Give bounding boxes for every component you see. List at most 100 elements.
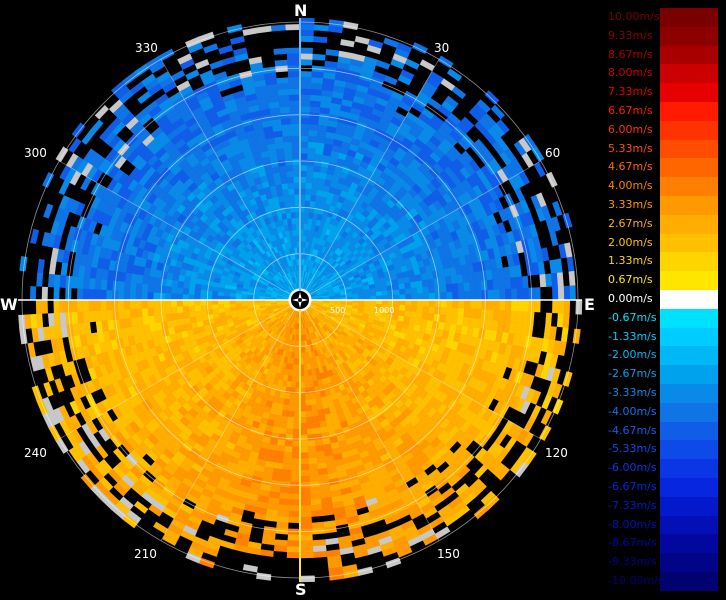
velocity-cell [304, 399, 312, 406]
velocity-cell [521, 311, 530, 325]
velocity-cell [306, 422, 314, 430]
velocity-cell [364, 292, 371, 297]
velocity-cell [281, 463, 292, 471]
velocity-cell [153, 307, 161, 316]
velocity-cell [164, 306, 172, 315]
velocity-cell [147, 299, 154, 309]
velocity-cell [305, 176, 314, 184]
velocity-cell [147, 291, 154, 301]
velocity-cell [305, 410, 313, 418]
velocity-cell [211, 290, 219, 296]
velocity-cell [299, 105, 311, 113]
velocity-cell [281, 129, 292, 137]
velocity-cell [288, 76, 301, 84]
velocity-cell [308, 117, 320, 125]
velocity-cell [299, 135, 309, 142]
velocity-cell [70, 275, 79, 289]
velocity-cell [275, 521, 289, 530]
velocity-cell [428, 306, 436, 315]
velocity-cell [445, 307, 453, 317]
velocity-cell [415, 280, 423, 288]
velocity-cell [200, 304, 207, 311]
velocity-cell [309, 392, 316, 400]
velocity-cell [274, 59, 288, 67]
velocity-cell [393, 294, 401, 301]
velocity-cell [281, 182, 289, 190]
velocity-cell [299, 505, 312, 512]
velocity-cell [135, 282, 143, 292]
velocity-cell [411, 299, 418, 307]
velocity-cell [510, 288, 518, 301]
velocity-cell [276, 515, 289, 524]
velocity-cell [299, 434, 308, 442]
velocity-cell [223, 303, 231, 309]
velocity-cell [277, 82, 290, 90]
velocity-cell [533, 274, 541, 288]
velocity-cell [434, 285, 442, 294]
velocity-cell [285, 212, 292, 220]
velocity-cell [428, 285, 436, 294]
velocity-cell [292, 428, 301, 436]
velocity-cell [277, 433, 287, 441]
velocity-cell [292, 422, 301, 430]
velocity-cell [158, 306, 166, 315]
velocity-cell [452, 299, 459, 309]
velocity-cell [286, 170, 294, 178]
velocity-cell [313, 427, 322, 435]
velocity-cell [292, 170, 301, 178]
velocity-cell [410, 281, 418, 289]
velocity-cell [278, 94, 290, 102]
velocity-cell [286, 217, 293, 225]
velocity-cell [288, 94, 301, 101]
velocity-cell [299, 493, 311, 501]
velocity-cell [141, 307, 149, 317]
velocity-cell [299, 53, 314, 60]
velocity-cell [313, 165, 322, 173]
velocity-cell [100, 278, 108, 291]
velocity-cell [309, 106, 321, 114]
velocity-cell [375, 286, 383, 293]
velocity-cell [164, 299, 172, 308]
velocity-cell [310, 398, 317, 406]
velocity-cell [82, 277, 90, 290]
velocity-cell [299, 516, 312, 524]
velocity-cell [279, 171, 288, 179]
velocity-cell [94, 278, 102, 290]
velocity-cell [288, 82, 301, 90]
velocity-cell [299, 446, 309, 454]
velocity-cell [170, 292, 178, 301]
velocity-cell [283, 147, 293, 155]
velocity-cell [277, 88, 290, 96]
velocity-cell [445, 283, 453, 293]
velocity-cell [434, 306, 442, 315]
velocity-cell [303, 369, 309, 377]
velocity-cell [304, 200, 311, 207]
velocity-cell [277, 504, 290, 512]
velocity-cell [299, 487, 311, 495]
velocity-cell [510, 299, 518, 312]
velocity-cell [299, 534, 313, 542]
velocity-cell [287, 58, 301, 66]
velocity-cell [129, 308, 137, 319]
velocity-cell [410, 311, 418, 319]
velocity-cell [188, 299, 195, 307]
velocity-cell [94, 288, 101, 301]
velocity-cell [286, 416, 295, 424]
velocity-cell [306, 164, 315, 172]
velocity-cell [288, 88, 301, 95]
velocity-cell [310, 94, 322, 102]
velocity-cell [475, 290, 483, 301]
velocity-cell [304, 393, 311, 400]
velocity-cell [311, 515, 324, 524]
velocity-cell [540, 299, 548, 314]
velocity-cell [177, 280, 185, 288]
velocity-cell [493, 299, 501, 311]
velocity-cell [312, 177, 320, 185]
velocity-cell [88, 288, 95, 301]
velocity-cell [283, 141, 293, 149]
velocity-cell [76, 311, 85, 324]
velocity-cell [105, 289, 113, 301]
velocity-cell [433, 313, 441, 323]
velocity-cell [313, 159, 323, 167]
velocity-cell [504, 310, 512, 323]
